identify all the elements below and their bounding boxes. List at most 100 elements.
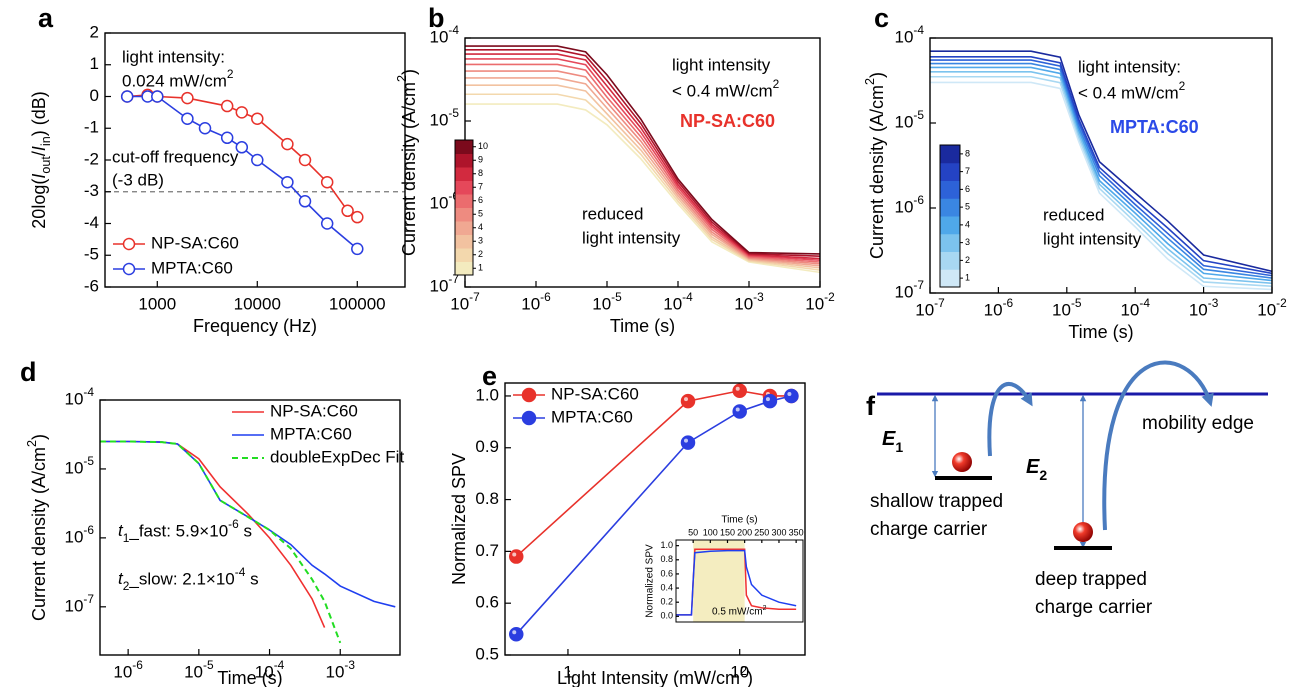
label: charge carrier (1035, 597, 1153, 618)
series-line (100, 440, 342, 644)
series-line (465, 53, 820, 260)
legend-label: MPTA:C60 (270, 424, 352, 443)
x-tick-label: 10-5 (1052, 296, 1082, 319)
marker (151, 90, 164, 103)
colorbar-label: 8 (478, 168, 483, 178)
x-tick-label: 1 (563, 662, 572, 681)
marker (235, 141, 249, 154)
y-tick-label: 0.5 (475, 644, 499, 663)
chart: 50 100 150 200 250 300 350 0.0 0.2 0.4 0.6 0.8 1.0 Ti… (645, 515, 804, 623)
legend-label: NP-SA:C60 (270, 401, 358, 420)
marker (235, 106, 249, 119)
colorbar-swatch (940, 251, 960, 270)
colorbar-swatch (455, 153, 473, 168)
marker-highlight (735, 386, 740, 391)
series-line (930, 75, 1272, 288)
x-axis-label: Light Intensity (mW/cm2) (557, 664, 753, 687)
y-tick-label: 10-6 (65, 523, 95, 546)
energy-label: E1 (882, 428, 903, 454)
colorbar-swatch (455, 221, 473, 235)
annotation: (-3 dB) (112, 170, 164, 189)
x-tick-label: 50 (688, 527, 698, 537)
colorbar-label: 9 (478, 155, 483, 165)
energy-label: E2 (1026, 456, 1047, 482)
y-tick-label: 0.8 (660, 554, 673, 564)
legend-marker (122, 237, 136, 251)
panel-letter: a (38, 3, 54, 33)
colorbar-swatch (455, 248, 473, 262)
y-tick-label: 0.9 (475, 437, 499, 456)
series-line (930, 56, 1272, 275)
panel-letter: d (20, 357, 37, 387)
series-line (465, 103, 820, 274)
marker (251, 153, 264, 167)
y-tick-label: -4 (84, 213, 99, 232)
colorbar-swatch (940, 145, 960, 164)
x-tick-label: 200 (737, 527, 752, 537)
x-tick-label: 10-3 (1189, 296, 1219, 319)
y-tick-label: 0.7 (475, 541, 499, 560)
colorbar-swatch (940, 269, 960, 288)
marker (181, 112, 194, 125)
colorbar-label: 2 (965, 255, 970, 265)
y-tick-label: 0.6 (660, 568, 673, 578)
marker (320, 175, 334, 189)
x-tick-label: 10-7 (450, 290, 480, 313)
y-tick-label: -2 (84, 149, 99, 168)
y-tick-label: 2 (90, 22, 99, 41)
x-tick-label: 10000 (234, 294, 281, 313)
y-tick-label: 0.4 (660, 582, 673, 592)
y-tick-label: 0.0 (660, 611, 673, 621)
panel-letter: b (428, 3, 445, 33)
series-line (930, 50, 1272, 273)
legend-marker (521, 410, 537, 426)
label: shallow trapped (870, 491, 1003, 512)
x-axis-label: Frequency (Hz) (193, 316, 317, 336)
colorbar-swatch (940, 162, 960, 181)
chart: 1000 10000 100000 -6 -5 -4 -3 -2 -1 0 1 2 Frequency … (29, 3, 406, 336)
x-tick-label: 250 (754, 527, 769, 537)
legend-label: MPTA:C60 (551, 407, 633, 426)
marker (220, 131, 234, 145)
y-tick-label: 10-7 (430, 272, 460, 295)
marker (680, 435, 696, 450)
marker (320, 217, 334, 230)
panel-letter: f (866, 391, 876, 421)
x-tick-label: 1000 (138, 294, 176, 313)
x-tick-label: 10-2 (1257, 296, 1287, 319)
marker (762, 393, 778, 409)
diagram: f E1 E2 mobility edge shallow trapped ch… (866, 360, 1268, 618)
marker (181, 91, 194, 105)
colorbar-label: 1 (478, 263, 483, 273)
colorbar-swatch (940, 180, 960, 199)
label: charge carrier (870, 519, 988, 540)
y-axis-label: Current density (A/cm2) (395, 69, 418, 256)
series-line (465, 45, 820, 255)
y-tick-label: 0.8 (475, 489, 499, 508)
series-line (465, 63, 820, 263)
y-tick-label: 0 (90, 86, 99, 105)
y-tick-label: 10-5 (430, 106, 460, 129)
marker-highlight (735, 407, 740, 412)
plot (465, 45, 820, 274)
x-tick-label: 10-5 (184, 658, 214, 681)
y-tick-label: 10-4 (895, 23, 925, 46)
chart: 10-7 10-6 10-5 10-4 10-3 10-2 10-7 10-6 10-5 10-4… (863, 3, 1287, 342)
carrier (952, 452, 972, 472)
colorbar-label: 6 (478, 195, 483, 205)
y-tick-label: 10-7 (895, 278, 925, 301)
x-tick-label: 10-6 (113, 658, 143, 681)
y-axis-label: Normalized SPV (645, 544, 656, 618)
y-axis-label: Normalized SPV (449, 453, 469, 585)
series-line (676, 549, 797, 616)
x-axis-label: Time (s) (217, 668, 282, 687)
marker-highlight (683, 438, 688, 443)
y-tick-label: 1.0 (660, 540, 673, 550)
annotation: light intensity (1043, 229, 1142, 248)
marker-highlight (512, 630, 517, 635)
marker (120, 90, 134, 103)
y-tick-label: -5 (84, 245, 99, 264)
colorbar-swatch (455, 180, 473, 195)
series-line (930, 66, 1272, 282)
colorbar-label: 1 (965, 273, 970, 283)
